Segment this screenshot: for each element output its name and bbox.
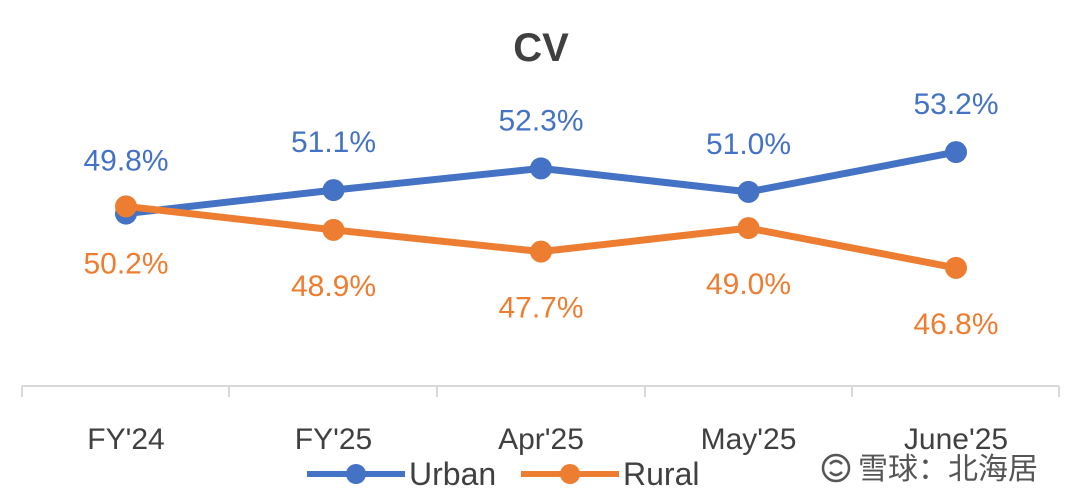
chart-title: CV [513, 26, 569, 70]
data-point-rural [945, 256, 967, 279]
legend-label-urban: Urban [409, 456, 496, 492]
legend-item-urban: Urban [307, 456, 496, 492]
data-label-urban: 52.3% [498, 104, 583, 137]
data-point-rural [530, 240, 552, 263]
data-point-rural [322, 218, 345, 241]
data-point-urban [322, 179, 345, 202]
x-tick-label: FY'25 [295, 423, 372, 456]
data-label-urban: 51.0% [706, 128, 791, 161]
data-point-urban [737, 180, 760, 203]
data-label-urban: 51.1% [291, 126, 376, 159]
data-point-rural [115, 195, 137, 218]
x-tick-labels: FY'24 FY'25 Apr'25 May'25 June'25 [87, 423, 1008, 456]
data-label-rural: 47.7% [498, 292, 583, 325]
data-label-rural: 50.2% [83, 247, 168, 280]
x-axis [21, 385, 1060, 397]
data-label-rural: 46.8% [913, 308, 998, 341]
data-point-urban [945, 141, 967, 164]
x-tick-label: Apr'25 [498, 423, 584, 456]
legend: Urban Rural [307, 456, 699, 492]
watermark-text: 雪球：北海居 [858, 452, 1038, 487]
x-tick-label: June'25 [904, 423, 1008, 456]
legend-label-rural: Rural [623, 456, 699, 492]
data-label-urban: 49.8% [83, 145, 168, 178]
snowball-logo-icon [821, 453, 851, 483]
data-point-urban [530, 157, 552, 180]
watermark: 雪球：北海居 [821, 452, 1038, 487]
x-tick-label: FY'24 [87, 423, 164, 456]
data-label-urban: 53.2% [913, 88, 998, 121]
data-label-rural: 49.0% [706, 268, 791, 301]
series-points [115, 141, 967, 279]
legend-marker-rural [560, 464, 580, 484]
x-tick-label: May'25 [701, 423, 797, 456]
data-label-rural: 48.9% [291, 270, 376, 303]
data-labels: 49.8% 51.1% 52.3% 51.0% 53.2% 50.2% 48.9% 47.7%… [83, 88, 998, 341]
legend-item-rural: Rural [521, 456, 699, 492]
legend-marker-urban [346, 464, 366, 484]
data-point-rural [737, 217, 760, 240]
